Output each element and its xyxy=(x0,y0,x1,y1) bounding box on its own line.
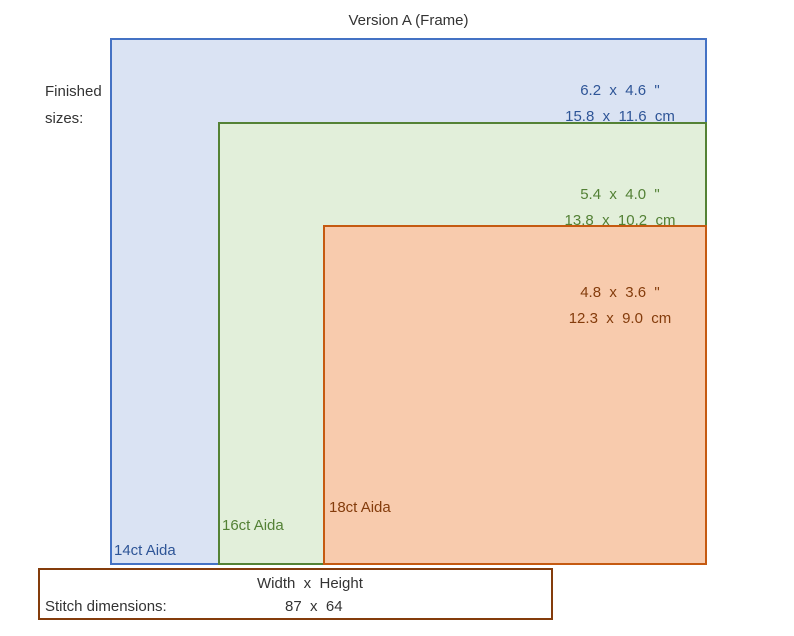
measurements-16ct: 5.4 x 4.0 " 13.8 x 10.2 cm xyxy=(545,182,695,234)
diagram-title: Version A (Frame) xyxy=(348,12,469,29)
stitch-dimensions-box: Width x Height Stitch dimensions: 87 x 6… xyxy=(38,568,553,620)
cm-18ct: 12.3 x 9.0 cm xyxy=(568,310,672,327)
finished-sizes-line1: Finished xyxy=(45,83,102,100)
label-14ct-aida: 14ct Aida xyxy=(114,542,176,559)
measurements-14ct: 6.2 x 4.6 " 15.8 x 11.6 cm xyxy=(545,78,695,130)
cm-14ct: 15.8 x 11.6 cm xyxy=(565,108,675,125)
finished-sizes-label: Finished sizes: xyxy=(45,78,102,132)
finished-sizes-line2: sizes: xyxy=(45,110,84,127)
measurements-18ct: 4.8 x 3.6 " 12.3 x 9.0 cm xyxy=(545,280,695,332)
stitch-dimensions-value: 87 x 64 xyxy=(285,598,343,615)
inches-16ct: 5.4 x 4.0 " xyxy=(580,186,660,203)
label-16ct-aida: 16ct Aida xyxy=(222,517,284,534)
label-18ct-aida: 18ct Aida xyxy=(329,499,391,516)
width-height-header: Width x Height xyxy=(257,575,363,592)
inches-18ct: 4.8 x 3.6 " xyxy=(580,284,660,301)
stitch-dimensions-label: Stitch dimensions: xyxy=(45,598,167,615)
rect-18ct-aida xyxy=(323,225,707,565)
inches-14ct: 6.2 x 4.6 " xyxy=(580,82,660,99)
cm-16ct: 13.8 x 10.2 cm xyxy=(564,212,676,229)
